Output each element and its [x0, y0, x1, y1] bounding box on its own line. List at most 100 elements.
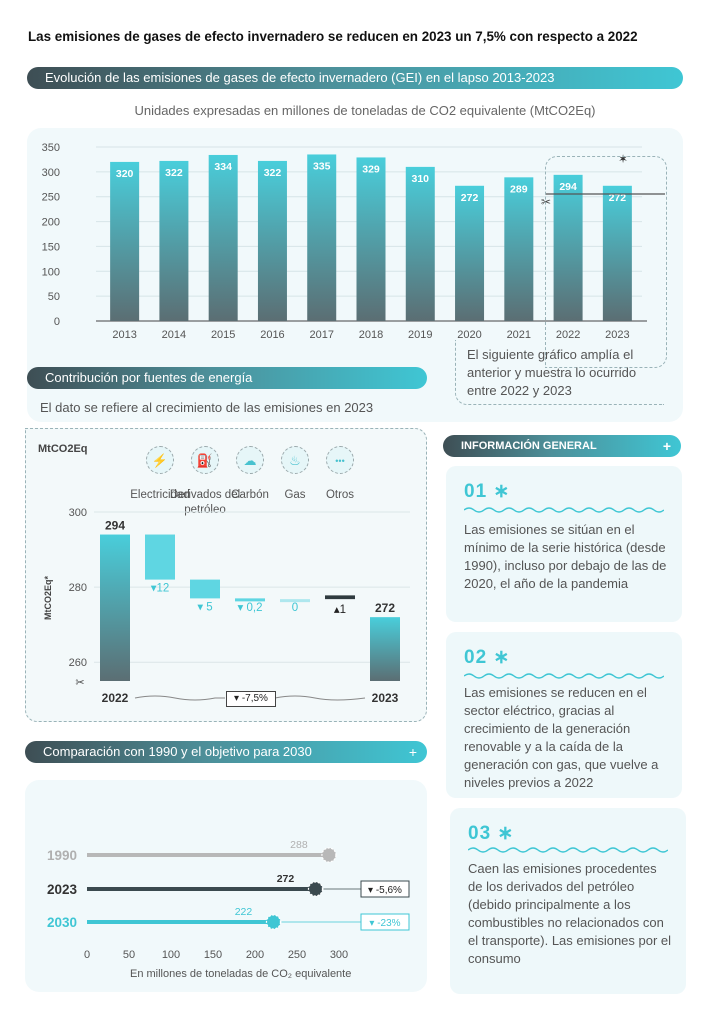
bar [356, 157, 386, 321]
plus-icon[interactable]: + [662, 438, 671, 454]
bar [405, 166, 435, 321]
chart3-xlabel: En millones de toneladas de CO₂ equivale… [130, 968, 352, 980]
bar-value-label: 310 [412, 173, 430, 185]
x-tick-label: 50 [123, 949, 135, 961]
row-label: 2023 [47, 882, 78, 897]
energy-source-label: Electricidad [130, 489, 190, 501]
chart1: 0 50 100 150 200 250 300 350 320 2013 322 2014 334 20… [42, 142, 665, 341]
section2-subtitle: El dato se refiere al crecimiento de las… [40, 400, 374, 415]
wave-divider [464, 673, 664, 679]
bar [504, 177, 534, 321]
x-tick-label: 0 [84, 949, 90, 961]
x-tick-label: 2014 [162, 329, 186, 341]
bar-value-label: 0 [292, 602, 298, 614]
x-tick-label: 2013 [112, 329, 136, 341]
bar-value-label: ▾ 0,2 [238, 602, 263, 614]
plus-icon[interactable]: + [408, 744, 417, 760]
bar [145, 534, 175, 580]
asterisk-icon: ∗ [493, 647, 511, 668]
x-tick-label: 2018 [359, 329, 383, 341]
chart2: 260 280 300 ✂ 294 ▾12 ▾ 5 ▾ 0,2 0 ▴1 272 2022 2023 [69, 507, 410, 705]
page-title: Las emisiones de gases de efecto inverna… [28, 29, 638, 44]
energy-source-label: Gas [284, 489, 306, 501]
bar-value-label: 272 [277, 873, 295, 885]
energy-source-label: Otros [325, 489, 355, 501]
bar-value-label: 322 [165, 167, 183, 179]
bar [370, 617, 400, 681]
info-card-number: 02 ∗ [464, 647, 511, 668]
change-label: ▾ -23% [369, 918, 400, 929]
info-card-number: 01 ∗ [464, 481, 511, 502]
bar [325, 595, 355, 600]
chart3: 1990 288 2023 272 ▾ -5,6% 2030 222 ▾ -23% 0 50 100… [47, 839, 410, 961]
x-tick-label: 2022 [102, 691, 129, 705]
bar-value-label: 334 [214, 161, 232, 173]
info-card-number: 03 ∗ [468, 823, 515, 844]
zoom-note: El siguiente gráfico amplía el anterior … [467, 347, 637, 398]
x-tick-label: 150 [204, 949, 222, 961]
section2-header-label: Contribución por fuentes de energía [45, 370, 253, 385]
change-badge [360, 913, 410, 931]
info-card-1: 01 ∗ Las emisiones se sitúan en el mínim… [446, 466, 682, 622]
bar-value-label: 294 [559, 181, 577, 193]
x-tick-label: 200 [246, 949, 264, 961]
row-label: 2030 [47, 915, 77, 930]
carbon-icon: ☁ [236, 446, 264, 474]
x-tick-label: 2020 [457, 329, 481, 341]
y-tick-label: 0 [54, 316, 60, 328]
scissors-icon: ✂ [541, 195, 551, 209]
y-tick-label: 200 [42, 217, 60, 229]
bar [110, 161, 140, 321]
info-card-3: 03 ∗ Caen las emisiones procedentes de l… [450, 808, 686, 994]
section3-header-label: Comparación con 1990 y el objetivo para … [43, 744, 312, 759]
bar [100, 534, 130, 681]
bar-value-label: 320 [116, 168, 134, 180]
x-tick-label: 100 [162, 949, 180, 961]
info-card-text: Las emisiones se sitúan en el mínimo de … [464, 522, 667, 591]
info-header: INFORMACIÓN GENERAL + [443, 435, 681, 457]
wave-divider [464, 507, 664, 513]
y-tick-label: 150 [42, 241, 60, 253]
change-badge: ▾ -7,5% [226, 691, 276, 707]
section3-header: Comparación con 1990 y el objetivo para … [25, 741, 427, 763]
section2-header: Contribución por fuentes de energía [27, 367, 427, 389]
x-tick-label: 2016 [260, 329, 284, 341]
section1-subtitle: Unidades expresadas en millones de tonel… [134, 103, 596, 118]
connector-line [134, 695, 366, 701]
x-tick-label: 2019 [408, 329, 432, 341]
gear-icon [307, 881, 324, 897]
bar [208, 154, 238, 321]
electricidad-icon: ⚡ [146, 446, 174, 474]
bar [257, 160, 287, 321]
derivados-petroleo-icon: ⛽ [191, 446, 219, 474]
bar-value-label: 294 [105, 519, 125, 533]
info-header-label: INFORMACIÓN GENERAL [461, 440, 597, 452]
bar [307, 154, 337, 321]
change-badge [360, 880, 410, 898]
gear-icon [265, 914, 282, 930]
bar-value-label: ▴1 [334, 604, 346, 616]
row-label: 1990 [47, 848, 77, 863]
y-tick-label: 100 [42, 266, 60, 278]
x-tick-label: 2023 [372, 691, 399, 705]
y-tick-label: 250 [42, 192, 60, 204]
info-card-text: Caen las emisiones procedentes de los de… [468, 861, 672, 966]
info-card-text: Las emisiones se reducen en el sector el… [464, 685, 659, 790]
y-tick-label: 260 [69, 657, 87, 669]
y-tick-label: 300 [69, 507, 87, 519]
bar [235, 598, 265, 602]
change-label: ▾ -5,6% [368, 885, 402, 896]
bar-value-label: 288 [290, 839, 308, 851]
star-icon: ✶ [618, 152, 628, 166]
y-tick-label: 50 [48, 291, 60, 303]
waterfall-unit: MtCO2Eq [38, 443, 88, 455]
gas-icon: ♨ [281, 446, 309, 474]
bar [602, 185, 632, 321]
bar-value-label: ▾12 [151, 583, 170, 595]
bar [159, 160, 189, 321]
waterfall-box [25, 428, 427, 722]
x-tick-label: 2017 [309, 329, 333, 341]
chart3-panel [25, 780, 427, 992]
x-tick-label: 2015 [211, 329, 235, 341]
x-tick-label: 250 [288, 949, 306, 961]
